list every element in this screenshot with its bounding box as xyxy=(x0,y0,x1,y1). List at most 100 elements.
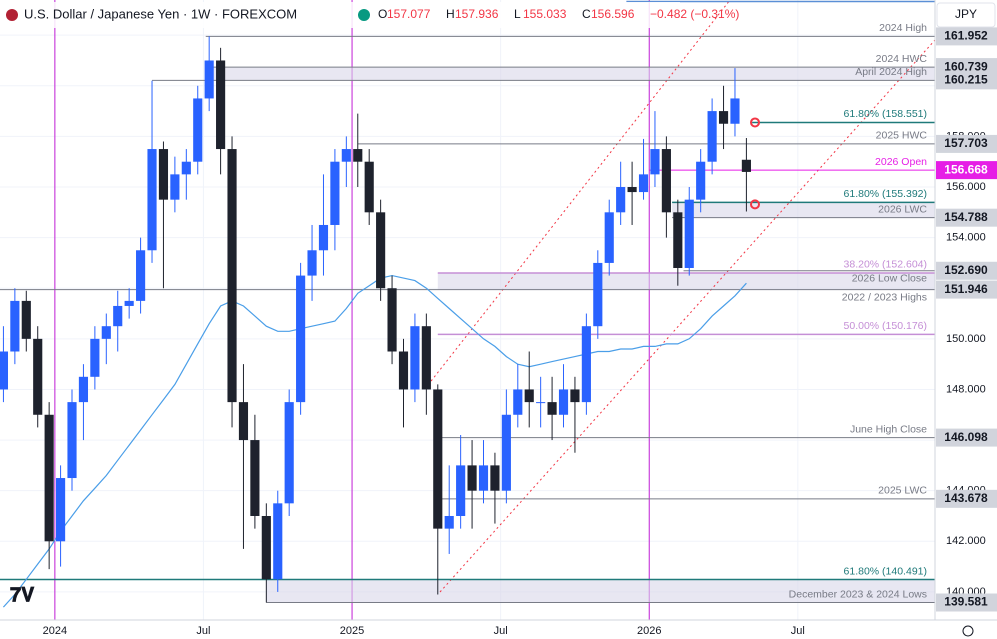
candle-body xyxy=(570,389,580,403)
channel-line xyxy=(427,0,731,386)
price-label: 139.581 xyxy=(944,595,988,609)
currency: JPY xyxy=(955,7,977,21)
ohlc-label: O xyxy=(378,7,387,21)
price-label: 152.690 xyxy=(944,263,988,277)
x-tick-label: Jul xyxy=(494,625,508,637)
header-bg xyxy=(0,2,680,28)
level-label: 2026 Open xyxy=(875,156,927,168)
settings-icon[interactable] xyxy=(962,625,974,637)
price-label: 160.739 xyxy=(944,59,988,73)
candle-body xyxy=(216,60,226,150)
moving-average xyxy=(2,274,747,608)
candle-body xyxy=(718,111,729,124)
price-box xyxy=(936,27,997,46)
candle-body xyxy=(513,389,523,415)
candle-body xyxy=(353,149,363,162)
y-tick-label: 150.000 xyxy=(946,333,986,345)
header: U.S. Dollar / Japanese Yen · 1W · FOREXC… xyxy=(0,2,739,28)
candle-body xyxy=(307,250,317,276)
price-label: 157.703 xyxy=(944,136,988,150)
y-tick-label: 154.000 xyxy=(946,232,986,244)
marker xyxy=(750,117,760,128)
level-label: 2025 LWC xyxy=(878,485,927,497)
candle-body xyxy=(501,414,511,491)
price-box xyxy=(936,489,997,508)
flag-icon xyxy=(6,9,18,21)
price-label: 161.952 xyxy=(944,29,988,43)
price-label: 146.098 xyxy=(944,430,988,444)
level-label: April 2024 High xyxy=(855,66,927,78)
candle-body xyxy=(158,149,169,200)
level-label: 2026 LWC xyxy=(878,203,927,215)
candle-body xyxy=(661,149,671,213)
candle-body xyxy=(410,326,420,390)
candle-body xyxy=(456,465,466,516)
candle-body xyxy=(707,111,717,162)
change: −0.482 (−0.31%) xyxy=(650,7,739,21)
candle-body xyxy=(444,515,454,529)
price-label: 160.215 xyxy=(944,73,988,87)
candle-body xyxy=(524,389,534,403)
candle-body xyxy=(433,389,443,529)
x-tick-label: Jul xyxy=(196,625,210,637)
candle-body xyxy=(547,402,557,415)
price-box xyxy=(936,134,997,153)
level-label: 2024 HWC xyxy=(876,53,928,65)
candle-body xyxy=(741,159,751,172)
level-label: 61.80% (158.551) xyxy=(844,108,927,120)
candle-body xyxy=(650,149,660,175)
candle-body xyxy=(204,60,214,99)
candle-body xyxy=(21,300,31,339)
price-label: 151.946 xyxy=(944,282,988,296)
level-label: June High Close xyxy=(850,423,927,435)
candle-body xyxy=(181,161,191,175)
price-box xyxy=(936,280,997,299)
x-tick-label: 2024 xyxy=(43,625,67,637)
currency-button[interactable] xyxy=(936,2,996,28)
x-tick-label: 2025 xyxy=(340,625,364,637)
candle-body xyxy=(90,338,100,377)
candle-body xyxy=(10,300,20,352)
candle-body xyxy=(78,376,89,403)
candle-body xyxy=(593,262,603,327)
price-box xyxy=(936,593,997,612)
candle-body xyxy=(536,402,546,404)
price-box xyxy=(936,208,997,227)
x-tick-label: Jul xyxy=(791,625,805,637)
candle-body xyxy=(467,465,477,491)
candle-body xyxy=(238,402,249,441)
price-label: 156.668 xyxy=(944,162,988,176)
candle-body xyxy=(0,351,9,390)
price-box xyxy=(936,71,997,90)
symbol: U.S. Dollar / Japanese Yen · 1W · FOREXC… xyxy=(24,6,297,21)
candle-body xyxy=(341,149,351,162)
level-label: 61.80% (140.491) xyxy=(844,565,927,577)
candle-body xyxy=(113,305,123,327)
candle-body xyxy=(170,174,180,200)
level-label: 2026 Low Close xyxy=(852,273,927,285)
candle-body xyxy=(227,149,237,403)
candle-body xyxy=(44,414,54,542)
candle-body xyxy=(33,338,43,415)
candle-body xyxy=(581,326,591,403)
level-label: 38.20% (152.604) xyxy=(844,259,927,271)
level-label: 50.00% (150.176) xyxy=(844,320,927,332)
candle-body xyxy=(136,250,146,301)
candle-body xyxy=(56,478,66,542)
candle-body xyxy=(730,98,740,124)
candle-body xyxy=(101,326,111,339)
price-box xyxy=(936,161,997,180)
x-tick-label: 2026 xyxy=(637,625,661,637)
logo: 𝟕𝐕 xyxy=(10,584,35,606)
candle-body xyxy=(673,212,683,268)
y-tick-label: 156.000 xyxy=(946,181,986,193)
zone xyxy=(437,272,935,290)
candle-body xyxy=(284,402,294,504)
ohlc-value: 156.596 xyxy=(591,7,635,21)
status-dot xyxy=(358,9,370,21)
candle-body xyxy=(330,161,340,225)
marker xyxy=(750,199,760,210)
level-label: 2022 / 2023 Highs xyxy=(842,291,927,303)
